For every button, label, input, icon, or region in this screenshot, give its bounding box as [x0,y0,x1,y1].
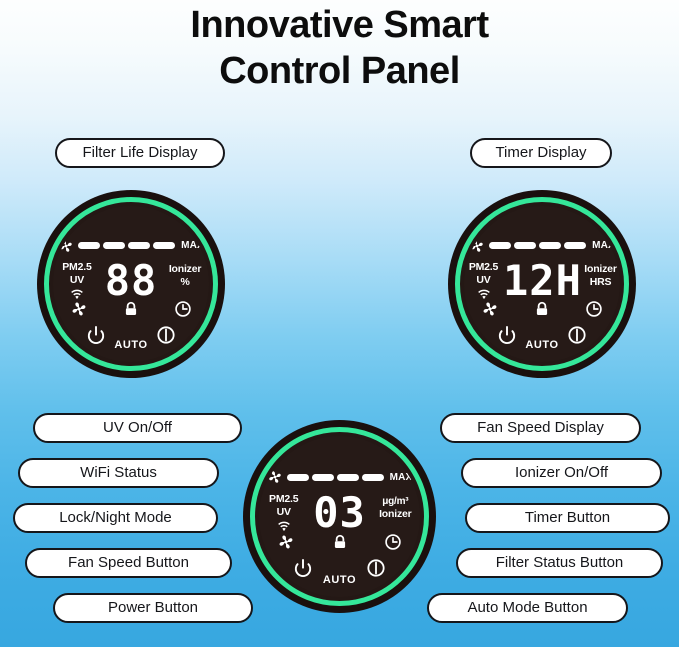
lock-icon[interactable] [122,300,140,318]
fan-icon [471,240,483,252]
fan-speed-bars [489,242,587,250]
dial-green-ring: MAX PM2.5 UV 03 μg/m³ [250,427,429,606]
auto-label[interactable]: AUTO [114,339,148,352]
lock-icon[interactable] [331,533,349,551]
page-title: Innovative Smart Control Panel [0,0,679,94]
callout-timer-button[interactable]: Timer Button [465,503,670,533]
control-panel-air-quality[interactable]: MAX PM2.5 UV 03 μg/m³ [243,420,436,613]
uv-label: UV [476,274,491,287]
callout-filter-status-button[interactable]: Filter Status Button [456,548,663,578]
power-row [86,325,177,345]
power-icon[interactable] [293,558,313,578]
fan-icon[interactable] [481,300,499,318]
power-row [497,325,588,345]
readout-row: PM2.5 UV 88 Ionizer % [53,259,209,315]
wifi-icon [71,289,83,300]
fan-speed-indicator-row: MAX [464,238,620,254]
lock-icon[interactable] [533,300,551,318]
speed-segment [489,242,512,250]
clock-icon[interactable] [384,533,402,551]
fan-speed-bars [78,242,176,250]
fan-speed-bars [286,473,384,481]
callout-timer-display[interactable]: Timer Display [470,138,612,168]
right-status-labels: Ionizer HRS [581,259,620,289]
ionizer-icon[interactable] [156,325,176,345]
control-icon-row [277,533,403,551]
pm25-label: PM2.5 [62,261,92,274]
ionizer-label: Ionizer [379,507,412,520]
dial-green-ring: MAX PM2.5 UV 12H Ionizer [455,197,629,371]
readout-row: PM2.5 UV 12H Ionizer HRS [464,259,620,315]
callout-wifi-status[interactable]: WiFi Status [18,458,219,488]
callout-filter-life-display[interactable]: Filter Life Display [55,138,225,168]
fan-icon [60,240,72,252]
power-icon[interactable] [86,325,106,345]
power-icon[interactable] [497,325,517,345]
control-icon-row [70,300,192,318]
callout-auto-mode-button[interactable]: Auto Mode Button [427,593,628,623]
left-status-labels: PM2.5 UV [464,259,503,300]
left-status-labels: PM2.5 UV [259,491,308,532]
auto-label[interactable]: AUTO [525,339,559,352]
readout-row: PM2.5 UV 03 μg/m³ Ionizer [259,491,420,547]
control-panel-timer[interactable]: MAX PM2.5 UV 12H Ionizer [448,190,636,378]
right-status-labels: Ionizer % [161,259,209,289]
speed-segment [103,242,126,250]
callout-lock-night-mode[interactable]: Lock/Night Mode [13,503,218,533]
speed-segment [286,473,309,481]
max-label: MAX [592,240,615,252]
max-label: MAX [181,240,204,252]
callout-fan-speed-display[interactable]: Fan Speed Display [440,413,641,443]
callout-power-button[interactable]: Power Button [53,593,253,623]
clock-icon[interactable] [585,300,603,318]
fan-speed-indicator-row: MAX [259,469,420,485]
speed-segment [311,473,334,481]
wifi-icon [277,521,290,531]
callout-uv-on-off[interactable]: UV On/Off [33,413,242,443]
pm25-label: PM2.5 [468,261,499,274]
auto-label[interactable]: AUTO [322,573,357,586]
unit-label: μg/m³ [382,495,409,507]
max-label: MAX [389,471,413,483]
unit-label: % [180,276,190,289]
dial-display-face: MAX PM2.5 UV 88 Ionizer [53,206,209,362]
numeric-readout: 88 [104,256,158,306]
wifi-icon [477,289,490,300]
dial-display-face: MAX PM2.5 UV 03 μg/m³ [259,436,420,597]
control-panel-filter-life[interactable]: MAX PM2.5 UV 88 Ionizer [37,190,225,378]
ionizer-icon[interactable] [366,558,386,578]
fan-icon[interactable] [70,300,88,318]
uv-label: UV [69,274,85,287]
control-icon-row [481,300,603,318]
numeric-readout: 12H [503,256,582,306]
clock-icon[interactable] [174,300,192,318]
ionizer-label: Ionizer [584,263,617,276]
title-line-2: Control Panel [219,50,460,92]
dial-green-ring: MAX PM2.5 UV 88 Ionizer [44,197,218,371]
pm25-label: PM2.5 [269,492,299,505]
right-status-labels: μg/m³ Ionizer [371,491,420,521]
speed-segment [514,242,537,250]
speed-segment [361,473,384,481]
ionizer-icon[interactable] [567,325,587,345]
callout-fan-speed-button[interactable]: Fan Speed Button [25,548,232,578]
unit-label: HRS [589,276,612,289]
power-row [293,558,386,578]
callout-ionizer-on-off[interactable]: Ionizer On/Off [461,458,662,488]
left-status-labels: PM2.5 UV [53,259,101,300]
speed-segment [153,242,176,250]
fan-icon[interactable] [277,533,295,551]
numeric-readout: 03 [313,487,366,537]
dial-display-face: MAX PM2.5 UV 12H Ionizer [464,206,620,362]
speed-segment [336,473,359,481]
speed-segment [564,242,587,250]
title-line-1: Innovative Smart [190,4,489,46]
speed-segment [128,242,151,250]
fan-icon [268,471,281,483]
fan-speed-indicator-row: MAX [53,238,209,254]
speed-segment [539,242,562,250]
uv-label: UV [276,505,291,518]
speed-segment [78,242,101,250]
ionizer-label: Ionizer [168,263,202,276]
